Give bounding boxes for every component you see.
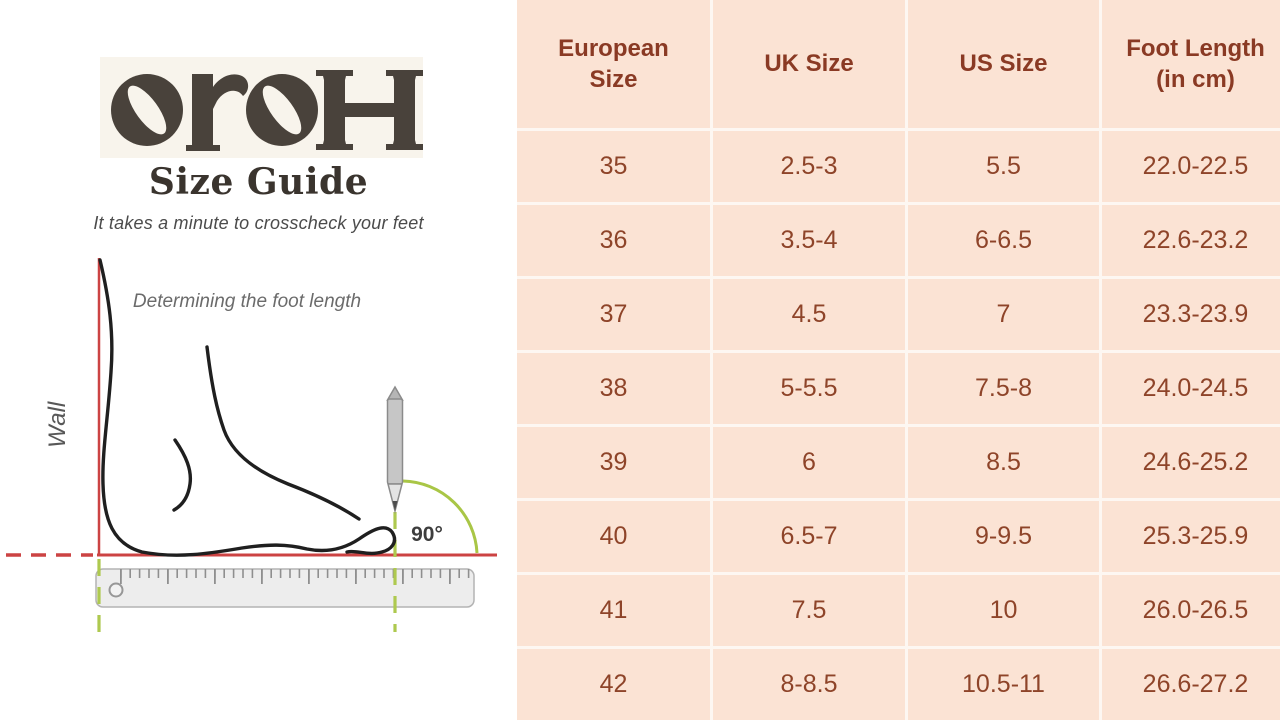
cell-eu-size: 38	[517, 353, 710, 424]
cell-eu-size: 36	[517, 205, 710, 276]
cell-eu-size: 40	[517, 501, 710, 572]
cell-us-size: 7	[908, 279, 1099, 350]
brand-panel: oroH	[0, 0, 517, 720]
cell-uk-size: 6	[713, 427, 905, 498]
cell-uk-size: 4.5	[713, 279, 905, 350]
cell-us-size: 10	[908, 575, 1099, 646]
cell-foot-length: 22.0-22.5	[1102, 131, 1280, 202]
cell-uk-size: 5-5.5	[713, 353, 905, 424]
cell-us-size: 8.5	[908, 427, 1099, 498]
measurement-guides	[97, 479, 479, 632]
size-conversion-table: European Size UK Size US Size Foot Lengt…	[517, 0, 1280, 720]
angle-arc	[402, 479, 479, 554]
cell-us-size: 9-9.5	[908, 501, 1099, 572]
cell-us-size: 7.5-8	[908, 353, 1099, 424]
cell-uk-size: 3.5-4	[713, 205, 905, 276]
logo-letters	[111, 70, 423, 151]
foot-measurement-diagram: Determining the foot length Wall	[6, 258, 497, 632]
cell-uk-size: 8-8.5	[713, 649, 905, 720]
brand-tagline: It takes a minute to crosscheck your fee…	[93, 213, 424, 233]
cell-uk-size: 6.5-7	[713, 501, 905, 572]
cell-eu-size: 42	[517, 649, 710, 720]
cell-uk-size: 7.5	[713, 575, 905, 646]
header-us-size: US Size	[908, 0, 1099, 128]
cell-us-size: 6-6.5	[908, 205, 1099, 276]
header-uk-size: UK Size	[713, 0, 905, 128]
angle-label: 90°	[411, 523, 443, 546]
brand-logo-art	[111, 70, 423, 151]
pencil-icon	[386, 385, 404, 514]
header-foot-length: Foot Length (in cm)	[1102, 0, 1280, 128]
cell-eu-size: 35	[517, 131, 710, 202]
ruler	[95, 568, 475, 608]
cell-foot-length: 25.3-25.9	[1102, 501, 1280, 572]
cell-us-size: 5.5	[908, 131, 1099, 202]
page-title: Size Guide	[148, 161, 369, 203]
wall-label: Wall	[44, 401, 71, 448]
brand-logo: oroH	[100, 57, 423, 158]
cell-eu-size: 37	[517, 279, 710, 350]
cell-eu-size: 39	[517, 427, 710, 498]
foot-outline	[98, 258, 397, 557]
cell-foot-length: 22.6-23.2	[1102, 205, 1280, 276]
diagram-caption: Determining the foot length	[133, 291, 361, 312]
cell-eu-size: 41	[517, 575, 710, 646]
cell-us-size: 10.5-11	[908, 649, 1099, 720]
cell-foot-length: 24.0-24.5	[1102, 353, 1280, 424]
cell-foot-length: 24.6-25.2	[1102, 427, 1280, 498]
header-european-size: European Size	[517, 0, 710, 128]
cell-uk-size: 2.5-3	[713, 131, 905, 202]
cell-foot-length: 23.3-23.9	[1102, 279, 1280, 350]
cell-foot-length: 26.0-26.5	[1102, 575, 1280, 646]
cell-foot-length: 26.6-27.2	[1102, 649, 1280, 720]
ruler-hole	[108, 582, 124, 598]
